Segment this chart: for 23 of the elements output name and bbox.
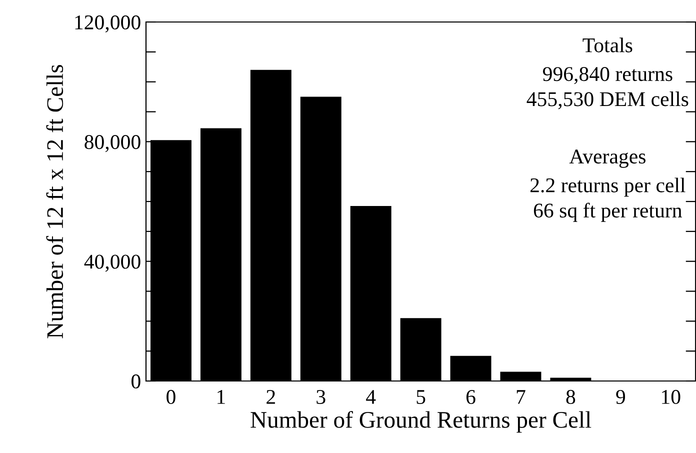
- x-tick-label: 4: [366, 390, 376, 404]
- annotation: 455,530 DEM cells: [526, 92, 688, 110]
- annotation: Totals: [582, 38, 632, 52]
- x-tick-label: 9: [616, 390, 626, 404]
- x-tick-label: 8: [566, 390, 576, 404]
- x-tick-label: 5: [416, 390, 426, 404]
- x-tick-label: 1: [218, 390, 225, 404]
- x-tick-label: 3: [316, 390, 326, 404]
- x-axis-title: Number of Ground Returns per Cell: [250, 411, 592, 433]
- y-tick-label: 40,000: [84, 254, 140, 272]
- x-tick-label: 6: [466, 390, 476, 404]
- annotation: 996,840 returns: [542, 67, 672, 84]
- y-tick-label: 120,000: [75, 15, 140, 32]
- x-tick-label: 0: [166, 390, 176, 404]
- x-tick-label: 7: [516, 390, 526, 404]
- y-tick-label: 80,000: [84, 135, 140, 152]
- annotation: 66 sq ft per return: [534, 202, 682, 222]
- x-tick-label: 2: [266, 390, 275, 404]
- annotation: Averages: [569, 150, 646, 168]
- annotation: 2.2 returns per cell: [530, 178, 686, 197]
- y-tick-label: 0: [132, 374, 140, 388]
- y-axis-title: Number of 12 ft x 12 ft Cells: [46, 64, 64, 338]
- x-tick-label: 10: [662, 390, 680, 404]
